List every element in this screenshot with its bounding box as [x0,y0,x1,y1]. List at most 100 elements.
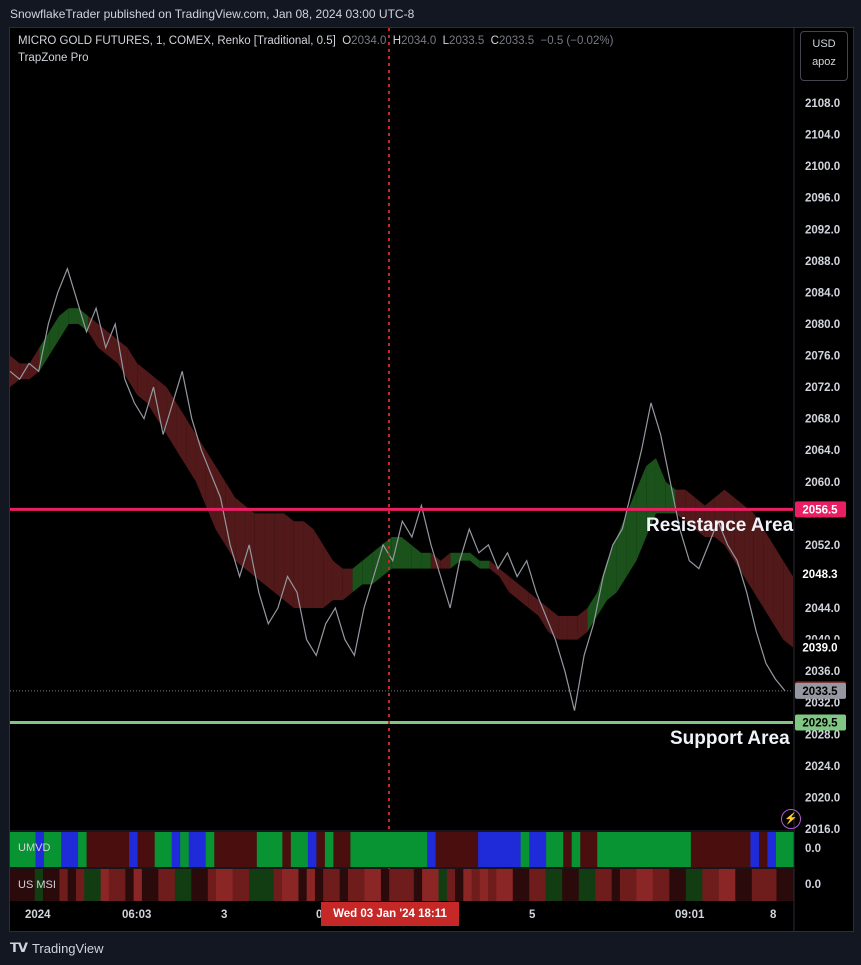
cloud-segment [195,434,206,506]
user-label: apoz [812,56,836,68]
price-label: 2033.5 [802,686,838,698]
tradingview-mark-icon: 𝗧𝗩 [10,940,28,955]
umvd-bar [588,832,598,867]
umvd-bar [784,832,794,867]
umvd-bar [290,832,300,867]
umvd-bar [350,832,360,867]
usmsi-bar [727,869,736,901]
cloud-segment [704,497,715,538]
usmsi-bar [446,869,456,901]
umvd-bar [222,832,232,867]
usmsi-bar [710,869,720,901]
usmsi-bar [694,869,703,901]
usmsi-bar [199,869,209,901]
price-line[interactable] [9,266,786,711]
usmsi-bar [224,869,234,901]
umvd-bar [597,832,607,867]
usmsi-bar [108,869,118,901]
cloud-segment [655,458,666,514]
umvd-bar [61,832,71,867]
usmsi-bar [760,869,769,901]
usmsi-bar [611,869,621,901]
cloud-segment [342,568,353,601]
cloud-segment [626,489,637,577]
usmsi-bar [463,869,473,901]
usmsi-bar [743,869,753,901]
cloud-segment [773,544,784,640]
resistance-annotation[interactable]: Resistance Area [646,515,794,536]
umvd-bar [44,832,54,867]
usmsi-bar [595,869,604,901]
usmsi-bar [339,869,349,901]
usmsi-bar [207,869,217,901]
umvd-bar [18,832,28,867]
umvd-bar [299,832,309,867]
y-tick-label: 2100.0 [805,161,840,173]
umvd-bar [520,832,530,867]
y-tick-label: 2032.0 [805,698,840,710]
series-legend: MICRO GOLD FUTURES, 1, COMEX, Renko [Tra… [18,35,613,47]
tradingview-brand: TradingView [31,940,104,956]
legend-h-label: H [392,35,402,47]
umvd-bar [35,832,45,867]
y-tick-label: 2028.0 [805,729,840,741]
cloud-segment [646,458,656,538]
umvd-pane-label[interactable]: UMVD [18,842,51,854]
umvd-bar [205,832,215,867]
usmsi-bar [364,869,374,901]
umvd-bar [392,832,402,867]
legend-o-value: 2034.0 [351,35,387,47]
tradingview-logo[interactable]: 𝗧𝗩 TradingView [10,940,103,956]
usmsi-bar [521,869,530,901]
umvd-bar [733,832,743,867]
usmsi-bar [685,869,695,901]
usmsi-bar [512,869,522,901]
currency-unit-button[interactable]: USD apoz [800,31,848,81]
cloud-segment [137,363,148,403]
y-tick-label: 2052.0 [805,540,840,552]
price-label-box [795,501,846,518]
chart-frame [9,27,854,932]
usmsi-bar [652,869,662,901]
indicator-legend[interactable]: TrapZone Pro [18,52,89,64]
cloud-segment [450,552,461,569]
support-annotation[interactable]: Support Area [670,728,790,749]
cloud-segment [127,347,138,395]
umvd-bar [129,832,139,867]
cloud-segment [88,316,99,348]
legend-o-label: O [342,35,352,47]
cloud-segment [763,529,774,624]
umvd-bar [529,832,539,867]
usmsi-bar [92,869,102,901]
usmsi-bar [59,869,69,901]
lightning-icon[interactable]: ⚡ [781,809,801,829]
umvd-bar [180,832,190,867]
umvd-bar [418,832,428,867]
usmsi-bar [570,869,580,901]
usmsi-bar [100,869,110,901]
umvd-bar [137,832,147,867]
usmsi-bar [438,869,448,901]
umvd-bar [444,832,454,867]
umvd-bar [690,832,700,867]
price-label-box [795,714,846,731]
usmsi-bar [430,869,440,901]
y-tick-label: 2084.0 [805,287,840,299]
cloud-segment [176,402,187,466]
usmsi-bar [397,869,407,901]
usmsi-bar [174,869,184,901]
cloud-segment [460,552,471,561]
usmsi-pane-label[interactable]: US MSI [18,879,56,891]
usmsi-bar [628,869,637,901]
cloud-segment [489,560,500,577]
y-tick-label: 2044.0 [805,603,840,615]
cloud-segment [411,544,422,569]
cloud-segment [254,513,265,585]
usmsi-bar [191,869,201,901]
usmsi-bar [10,869,19,901]
umvd-bar [367,832,377,867]
usmsi-bar [504,869,514,901]
price-label: 2039.0 [802,643,837,655]
usmsi-bar [232,869,242,901]
